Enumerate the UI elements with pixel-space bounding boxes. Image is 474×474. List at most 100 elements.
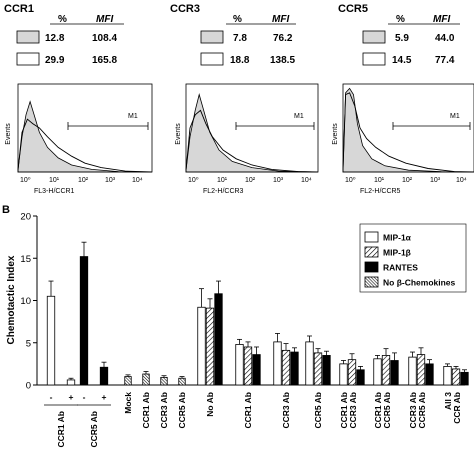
histogram-frame xyxy=(342,83,474,173)
bar-mip1b xyxy=(205,307,215,386)
bar-mip1a xyxy=(373,358,382,386)
treatment-sign: - xyxy=(83,392,86,402)
category-label-line: All 3 xyxy=(443,392,453,410)
category-label: CCR5 Ab xyxy=(313,392,323,429)
gray-key-box xyxy=(200,30,224,44)
y-axis-title: Chemotactic Index xyxy=(6,255,17,344)
category-label: Mock xyxy=(123,392,133,414)
gray-mfi: 108.4 xyxy=(92,33,117,44)
x-tick: 10⁴ xyxy=(301,177,312,184)
bar-mip1b xyxy=(243,346,253,386)
white-percent: 18.8 xyxy=(230,55,250,66)
bar-mip1a xyxy=(408,356,417,386)
gray-percent: 7.8 xyxy=(233,33,247,44)
bar-mip1a xyxy=(443,366,452,386)
y-tick-label: 5 xyxy=(26,338,31,349)
category-label-line: CCR Ab xyxy=(452,392,462,424)
category-label-line: CCR1 Ab xyxy=(141,392,151,429)
legend-label: MIP-1α xyxy=(383,233,412,243)
m1-gate-label: M1 xyxy=(450,113,460,120)
category-label-line: CCR5 Ab xyxy=(382,392,392,429)
white-mfi: 165.8 xyxy=(92,55,117,66)
bar-rantes xyxy=(425,363,434,386)
histogram-frame xyxy=(17,83,153,173)
category-label-line: Mock xyxy=(123,392,133,414)
x-tick: 10² xyxy=(402,177,413,184)
gray-key-box xyxy=(16,30,40,44)
treatment-sign: - xyxy=(50,392,53,402)
bar-mip1b xyxy=(416,354,426,386)
x-axis-label: FL2-H/CCR3 xyxy=(203,188,244,195)
bar-group: CCR5 Ab xyxy=(305,335,331,429)
white-histogram-trace xyxy=(185,109,319,173)
bar-mip1b xyxy=(347,359,357,386)
mfi-header: MFI xyxy=(433,14,450,25)
x-axis-label: FL3-H/CCR1 xyxy=(34,188,75,195)
percent-header: % xyxy=(233,14,242,25)
white-mfi: 138.5 xyxy=(270,55,295,66)
gray-histogram-trace xyxy=(342,87,474,173)
bar-rantes xyxy=(99,366,109,386)
bar-group: - +CCR5 Ab xyxy=(77,241,111,448)
white-percent: 14.5 xyxy=(392,55,412,66)
bar-none xyxy=(160,376,168,386)
white-mfi: 77.4 xyxy=(435,55,455,66)
y-axis-label: Events xyxy=(175,123,182,145)
gray-percent: 12.8 xyxy=(45,33,65,44)
legend-swatch xyxy=(364,276,379,288)
mfi-header: MFI xyxy=(272,14,289,25)
bar-group: CCR3 Ab xyxy=(159,375,169,429)
category-label-line: CCR5 Ab xyxy=(313,392,323,429)
x-tick: 10¹ xyxy=(217,177,228,184)
bar-mip1a xyxy=(66,379,76,386)
x-tick: 10³ xyxy=(273,177,284,184)
gray-mfi: 76.2 xyxy=(273,33,293,44)
percent-header: % xyxy=(396,14,405,25)
category-label: No Ab xyxy=(205,392,215,417)
bar-mip1a xyxy=(197,306,206,386)
category-label-line: CCR1 Ab xyxy=(56,411,66,448)
bar-rantes xyxy=(356,369,365,386)
histogram-frame xyxy=(185,83,319,173)
white-key-box xyxy=(200,52,224,66)
category-label: CCR3 AbCCR5 Ab xyxy=(408,392,427,429)
bar-mip1b xyxy=(451,368,461,386)
bar-group: CCR3 AbCCR5 Ab xyxy=(408,347,434,429)
bar-mip1b xyxy=(381,355,391,386)
category-label: CCR3 Ab xyxy=(281,392,291,429)
category-label-line: CCR5 Ab xyxy=(177,392,187,429)
x-tick: 10³ xyxy=(105,177,116,184)
bar-group: CCR1 AbCCR3 Ab xyxy=(339,353,365,429)
x-tick: 10² xyxy=(78,177,89,184)
bar-rantes xyxy=(214,293,223,386)
m1-gate-label: M1 xyxy=(294,113,304,120)
bar-group: - +CCR1 Ab xyxy=(44,280,78,448)
bar-none xyxy=(178,377,186,386)
category-label: CCR1 Ab xyxy=(243,392,253,429)
legend-label: No β-Chemokines xyxy=(383,278,456,288)
gray-histogram-trace xyxy=(185,93,319,173)
legend-swatch xyxy=(364,261,379,273)
percent-header: % xyxy=(58,14,67,25)
bar-mip1a xyxy=(46,295,56,386)
legend-label: RANTES xyxy=(383,263,418,273)
x-tick: 10¹ xyxy=(49,177,60,184)
white-key-box xyxy=(362,52,386,66)
legend: MIP-1α MIP-1β RANTES No β-Chemokines xyxy=(359,223,467,293)
panel-label: B xyxy=(2,204,10,216)
bar-mip1a xyxy=(339,363,348,386)
treatment-sign: + xyxy=(102,392,107,402)
bar-rantes xyxy=(390,360,399,386)
treatment-sign: + xyxy=(69,392,74,402)
category-label: CCR5 Ab xyxy=(177,392,187,429)
y-tick-label: 20 xyxy=(20,212,31,223)
histogram-ccr5: CCR5 % MFI 5.9 44.0 14.5 77.4 Events 10⁰… xyxy=(332,3,474,195)
bar-group: Mock xyxy=(123,374,133,414)
bar-none xyxy=(124,376,132,386)
legend-swatch xyxy=(364,246,379,258)
bar-mip1a xyxy=(305,341,314,386)
category-label-line: No Ab xyxy=(205,392,215,417)
category-label-line: CCR3 Ab xyxy=(159,392,169,429)
